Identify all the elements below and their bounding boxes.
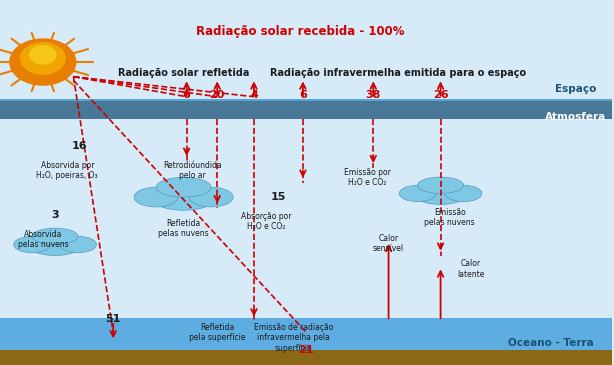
Text: Radiação infravermelha emitida para o espaço: Radiação infravermelha emitida para o es… <box>270 68 526 78</box>
Ellipse shape <box>32 228 78 245</box>
FancyBboxPatch shape <box>0 350 612 365</box>
Text: Atmosfera: Atmosfera <box>545 112 606 122</box>
Text: Calor
latente: Calor latente <box>457 259 485 278</box>
Text: Espaço: Espaço <box>554 84 596 94</box>
Text: Retrodióundida
pelo ar: Retrodióundida pelo ar <box>163 161 222 180</box>
Text: 51: 51 <box>106 314 121 324</box>
Text: Emissão de radiação
infravermelha pela
superfície: Emissão de radiação infravermelha pela s… <box>254 323 333 353</box>
Ellipse shape <box>28 234 83 255</box>
Text: Absorvida
pelas nuvens: Absorvida pelas nuvens <box>18 230 68 249</box>
Ellipse shape <box>150 184 217 210</box>
FancyBboxPatch shape <box>0 318 612 365</box>
Text: Oceano - Terra: Oceano - Terra <box>508 338 594 348</box>
Text: 16: 16 <box>72 141 87 151</box>
Ellipse shape <box>445 185 482 201</box>
Text: Radiação solar recebida - 100%: Radiação solar recebida - 100% <box>196 24 404 38</box>
Text: 21: 21 <box>298 345 314 356</box>
Ellipse shape <box>14 237 50 253</box>
Ellipse shape <box>413 182 468 204</box>
Text: 6: 6 <box>183 91 190 100</box>
Ellipse shape <box>60 237 96 253</box>
Text: 4: 4 <box>250 91 258 100</box>
Ellipse shape <box>156 177 211 197</box>
Text: Refletida
pela superfície: Refletida pela superfície <box>189 323 246 342</box>
Text: 3: 3 <box>51 210 59 220</box>
Text: 26: 26 <box>433 91 448 100</box>
FancyBboxPatch shape <box>0 99 612 119</box>
Text: 6: 6 <box>299 91 307 100</box>
Text: Calor
sensível: Calor sensível <box>373 234 404 253</box>
Ellipse shape <box>189 187 233 207</box>
Ellipse shape <box>29 45 56 65</box>
Ellipse shape <box>134 187 178 207</box>
Ellipse shape <box>20 42 66 75</box>
Text: 38: 38 <box>365 91 381 100</box>
Text: 20: 20 <box>209 91 225 100</box>
Ellipse shape <box>9 38 77 86</box>
Text: 15: 15 <box>271 192 286 202</box>
Text: Absorvida por
H₂O, poeiras, O₃: Absorvida por H₂O, poeiras, O₃ <box>36 161 98 180</box>
Ellipse shape <box>418 177 464 193</box>
Text: Emissão por
H₂O e CO₂: Emissão por H₂O e CO₂ <box>344 168 391 187</box>
Text: Radiação solar refletida: Radiação solar refletida <box>118 68 249 78</box>
Ellipse shape <box>399 185 436 201</box>
Text: Refletida
pelas nuvens: Refletida pelas nuvens <box>158 219 209 238</box>
FancyBboxPatch shape <box>0 99 612 101</box>
Text: Absorção por
H₂O e CO₂: Absorção por H₂O e CO₂ <box>241 212 292 231</box>
FancyBboxPatch shape <box>0 0 612 321</box>
Text: Emissão
pelas nuvens: Emissão pelas nuvens <box>424 208 475 227</box>
